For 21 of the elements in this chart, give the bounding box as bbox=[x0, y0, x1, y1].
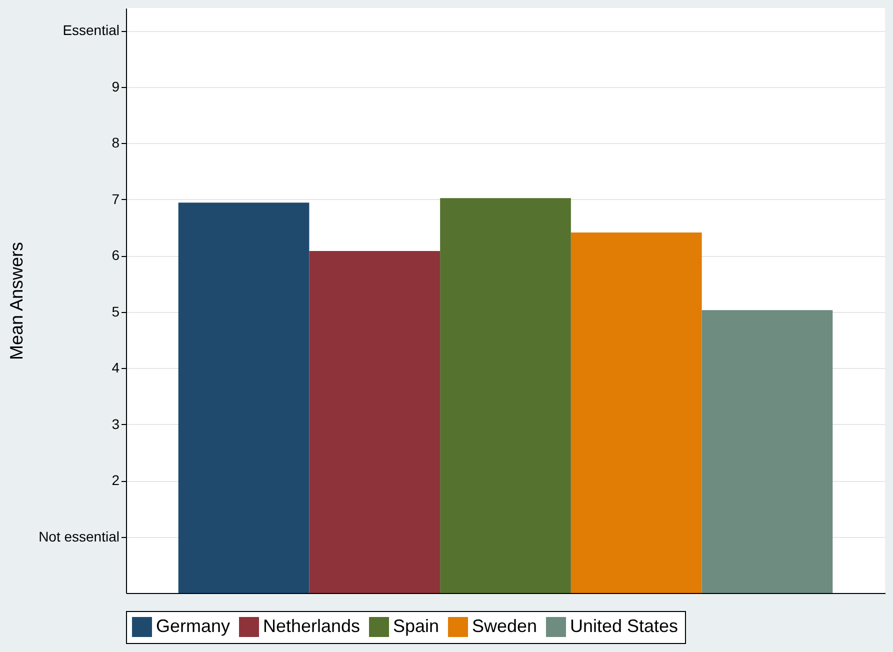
legend-label: Sweden bbox=[472, 616, 538, 636]
y-tick-label: 7 bbox=[112, 190, 120, 207]
legend-label: United States bbox=[570, 616, 678, 636]
y-tick-label: 9 bbox=[112, 78, 120, 94]
bar bbox=[440, 198, 571, 593]
y-tick-label: 5 bbox=[112, 303, 120, 320]
legend-label: Spain bbox=[393, 616, 440, 636]
legend-label: Netherlands bbox=[263, 616, 360, 636]
bar bbox=[570, 232, 702, 593]
y-tick-label: Essential bbox=[62, 22, 120, 38]
y-axis-title: Mean Answers bbox=[6, 242, 27, 360]
legend-label: Germany bbox=[156, 616, 230, 636]
y-tick-label: 6 bbox=[112, 247, 120, 263]
y-tick-label: 4 bbox=[112, 360, 120, 376]
bar bbox=[309, 251, 440, 593]
bar bbox=[178, 202, 310, 593]
y-tick-label: 2 bbox=[112, 472, 120, 488]
bar bbox=[702, 310, 833, 593]
y-tick-label: 8 bbox=[112, 134, 120, 150]
y-tick-label: Not essential bbox=[38, 528, 120, 544]
y-tick-label: 3 bbox=[112, 416, 120, 432]
